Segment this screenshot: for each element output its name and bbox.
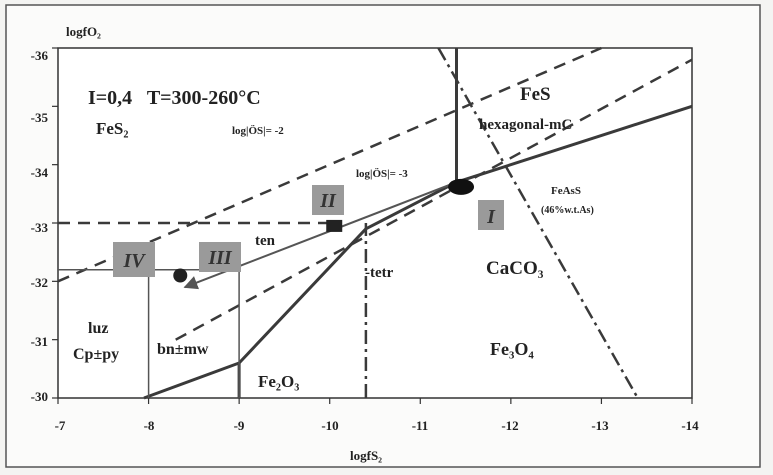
stage-marker-ii: II	[312, 185, 344, 215]
boundary-line-solid-thick	[143, 180, 458, 400]
caco3-label: CaCO₃	[486, 258, 544, 279]
cp-py-label: Cp±py	[73, 346, 119, 363]
bn-mw-label: bn±mw	[157, 341, 209, 358]
x-tick-label: -10	[321, 418, 338, 433]
stage-marker-iv: IV	[113, 242, 155, 277]
plot-markers	[173, 178, 475, 283]
y-tick-label: -32	[31, 275, 48, 290]
y-tick-label: -35	[31, 110, 49, 125]
boundary-line-solid-thick	[456, 104, 693, 184]
fe2o3-label: Fe₂O₃	[258, 372, 299, 391]
stage-label: IV	[122, 250, 146, 272]
log-os2-label: log|ÖS|= -2	[232, 124, 284, 137]
stage-marker-iii: III	[199, 242, 241, 272]
x-tick-label: -8	[144, 418, 155, 433]
y-tick-label: -36	[31, 48, 49, 63]
boundary-line-dashed	[175, 58, 693, 341]
stage-label: I	[486, 206, 496, 228]
stage-label: II	[319, 190, 337, 212]
y-tick-label: -34	[31, 165, 49, 180]
boundary-line-dashdot	[437, 47, 639, 399]
luz-label: luz	[88, 320, 108, 337]
feass-percent-label: (46%w.t.As)	[541, 205, 594, 216]
x-tick-label: -7	[55, 418, 66, 433]
tick-marks	[52, 47, 693, 404]
stage-iv-point	[173, 268, 188, 283]
fes2-label: FeS₂	[96, 119, 128, 138]
conditions-label: I=0,4 T=300-260°C	[88, 87, 261, 109]
x-tick-label: -13	[591, 418, 609, 433]
x-tick-label: -12	[501, 418, 518, 433]
feass-label: FeAsS	[551, 185, 581, 197]
triple-point-marker	[448, 178, 475, 195]
y-axis-label: logfO₂	[66, 24, 101, 39]
stage-label: III	[207, 247, 233, 269]
ten-label: ten	[255, 233, 276, 249]
x-tick-label: -9	[234, 418, 245, 433]
x-axis-label: logfS₂	[350, 448, 382, 463]
x-tick-label: -14	[681, 418, 699, 433]
tetr-label: -tetr	[365, 265, 394, 281]
fes-label: FeS	[520, 84, 551, 105]
fe3o4-label: Fe₃O₄	[490, 339, 534, 359]
y-tick-label: -33	[31, 220, 49, 235]
log-os3-label: log|ÖS|= -3	[356, 167, 408, 180]
stage-marker-i: I	[478, 200, 504, 230]
stage-ii-marker	[326, 219, 343, 232]
x-tick-label: -11	[412, 418, 429, 433]
y-tick-label: -31	[31, 334, 48, 349]
y-tick-label: -30	[31, 389, 48, 404]
hexagonal-label: hexagonal-mC	[479, 117, 572, 133]
